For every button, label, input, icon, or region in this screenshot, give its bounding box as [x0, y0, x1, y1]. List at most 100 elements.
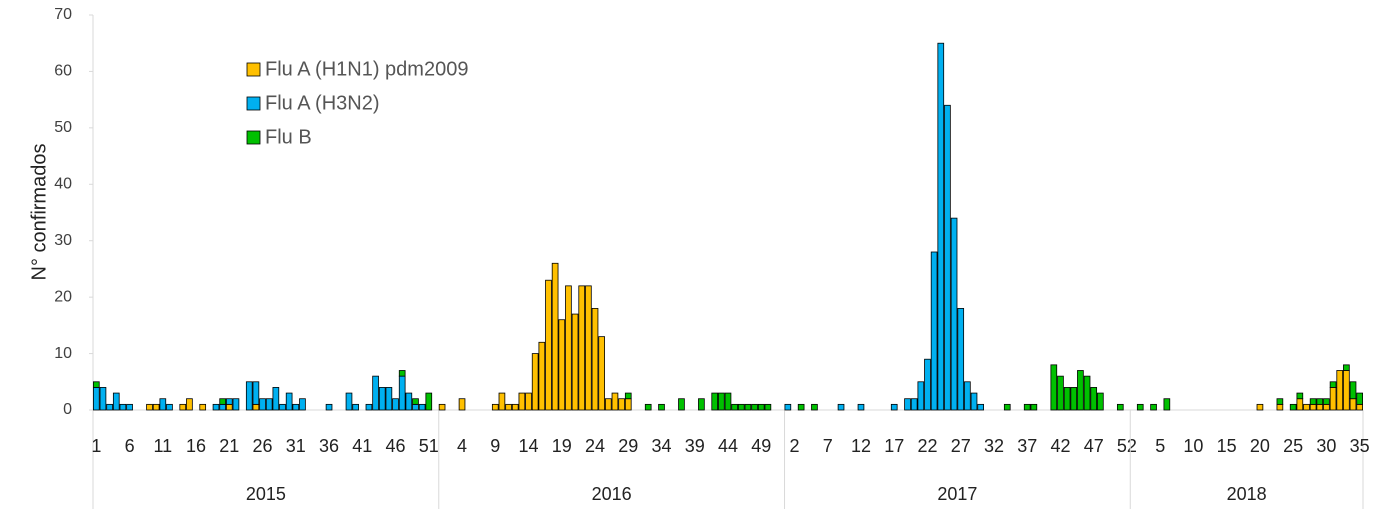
bar-segment — [1136, 403, 1144, 411]
bar-segment — [1343, 364, 1350, 371]
bar-segment — [372, 375, 379, 411]
bar-segment — [731, 403, 738, 411]
bar-segment — [378, 387, 386, 411]
bar-segment — [578, 285, 586, 411]
bar-segment — [1323, 403, 1330, 411]
bar-segment — [511, 403, 519, 411]
bar-segment — [1309, 403, 1317, 411]
bar-segment — [525, 392, 532, 411]
x-tick-label: 24 — [585, 436, 605, 456]
x-tick-label: 36 — [319, 436, 339, 456]
bar-segment — [531, 353, 539, 411]
bar-segment — [491, 403, 499, 411]
bar-segment — [957, 308, 965, 411]
bar-segment — [558, 319, 566, 411]
bar-segment — [166, 403, 173, 411]
bar-segment — [1276, 403, 1284, 411]
bar-segment — [398, 375, 406, 411]
bar-segment — [352, 403, 359, 411]
bar-segment — [757, 403, 765, 411]
bar-segment — [245, 381, 253, 411]
bar-segment — [152, 403, 160, 411]
bar-segment — [518, 392, 526, 411]
bar-segment — [425, 392, 433, 411]
bar-segment — [186, 398, 193, 411]
x-tick-label: 35 — [1350, 436, 1370, 456]
bar-segment — [1070, 387, 1078, 411]
bar-segment — [392, 398, 399, 411]
x-tick-label: 39 — [685, 436, 705, 456]
bar-segment — [937, 42, 945, 411]
bar-segment — [1296, 392, 1304, 400]
bar-segment — [1030, 403, 1038, 411]
x-tick-label: 7 — [823, 436, 833, 456]
bar-segment — [146, 403, 153, 411]
x-tick-label: 26 — [253, 436, 273, 456]
legend-swatch — [246, 62, 261, 77]
bar-segment — [970, 392, 978, 411]
bar-segment — [412, 403, 419, 411]
x-tick-label: 1 — [91, 436, 101, 456]
y-tick-label: 70 — [54, 6, 72, 23]
bar-segment — [219, 403, 226, 411]
x-tick-label: 17 — [884, 436, 904, 456]
bar-segment — [1316, 398, 1324, 405]
bar-segment — [119, 403, 127, 411]
x-tick-label: 41 — [352, 436, 372, 456]
year-label: 2017 — [937, 484, 977, 504]
bar-segment — [438, 403, 446, 411]
bar-segment — [811, 403, 818, 411]
bar-segment — [225, 398, 233, 405]
bar-segment — [1289, 403, 1297, 411]
legend-label: Flu A (H3N2) — [265, 92, 379, 114]
bar-segment — [624, 392, 632, 400]
bar-segment — [598, 336, 605, 411]
bar-segment — [591, 308, 599, 411]
x-tick-label: 42 — [1050, 436, 1070, 456]
bar-segment — [737, 403, 745, 411]
bar-segment — [405, 392, 413, 411]
bar-segment — [159, 398, 167, 411]
bar-segment — [890, 403, 898, 411]
bar-segment — [93, 387, 100, 411]
bar-segment — [1050, 364, 1058, 411]
legend-swatch — [246, 96, 261, 111]
legend-label: Flu B — [265, 126, 312, 148]
bar-segment — [179, 403, 187, 411]
x-tick-label: 5 — [1155, 436, 1165, 456]
bar-segment — [225, 403, 233, 411]
x-tick-label: 2 — [789, 436, 799, 456]
x-tick-label: 46 — [386, 436, 406, 456]
bar-segment — [106, 403, 113, 411]
y-tick-label: 0 — [63, 401, 72, 418]
x-tick-label: 20 — [1250, 436, 1270, 456]
bar-segment — [538, 341, 546, 411]
bar-segment — [199, 403, 207, 411]
bar-segment — [950, 217, 958, 411]
bar-segment — [385, 387, 393, 411]
x-tick-label: 25 — [1283, 436, 1303, 456]
y-tick-label: 60 — [54, 63, 72, 80]
year-label: 2016 — [592, 484, 632, 504]
bar-segment — [285, 392, 293, 411]
bar-segment — [1329, 387, 1337, 411]
bar-segment — [1116, 403, 1124, 411]
bar-segment — [1003, 403, 1011, 411]
legend-swatch — [246, 130, 261, 145]
bar-segment — [112, 392, 120, 411]
bar-segment — [1329, 381, 1337, 388]
bar-segment — [99, 387, 107, 411]
x-tick-label: 29 — [618, 436, 638, 456]
x-tick-label: 47 — [1084, 436, 1104, 456]
y-tick-label: 40 — [54, 176, 72, 193]
bar-segment — [1150, 403, 1157, 411]
bar-segment — [1356, 403, 1363, 411]
bar-segment — [571, 313, 579, 411]
x-tick-label: 22 — [917, 436, 937, 456]
bar-segment — [1063, 387, 1071, 411]
bar-segment — [1336, 370, 1344, 411]
bar-segment — [1309, 398, 1317, 405]
bar-segment — [784, 403, 792, 411]
bar-segment — [252, 381, 260, 405]
bar-segment — [1296, 398, 1304, 411]
